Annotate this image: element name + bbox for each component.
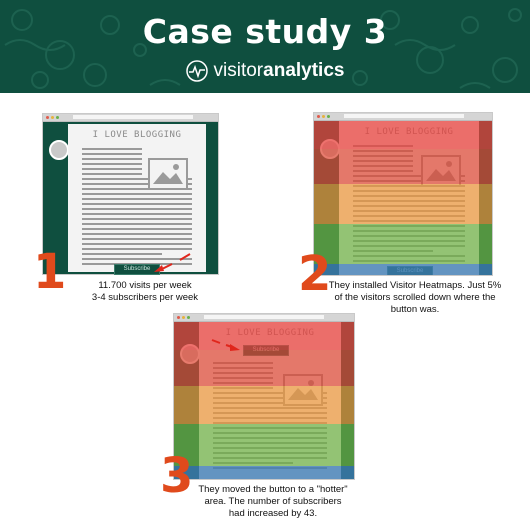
- image-placeholder-icon: [148, 158, 188, 190]
- browser-chrome: [314, 113, 492, 121]
- brand-logo: visitoranalytics: [0, 58, 530, 84]
- step-3-caption: They moved the button to a "hotter" area…: [188, 484, 358, 520]
- blog-page: I LOVE BLOGGING Subscribe: [68, 124, 206, 275]
- caption-line: button was.: [390, 304, 440, 315]
- page-title: Case study 3: [142, 12, 388, 51]
- avatar: [49, 140, 69, 160]
- caption-line: They installed Visitor Heatmaps. Just 5%: [328, 280, 502, 291]
- step-2-caption: They installed Visitor Heatmaps. Just 5%…: [325, 280, 505, 316]
- caption-line: area. The number of subscribers: [204, 496, 342, 507]
- step-1-caption: 11.700 visits per week 3-4 subscribers p…: [60, 280, 230, 304]
- text-lines: [82, 148, 192, 268]
- browser-chrome: [174, 314, 354, 322]
- brand-name-part2: analytics: [263, 60, 345, 81]
- caption-line: had increased by 43.: [228, 508, 318, 519]
- brand-name-part1: visitor: [213, 60, 264, 81]
- caption-line: of the visitors scrolled down where the: [334, 292, 496, 303]
- arrow-icon: [211, 339, 240, 351]
- caption-line: 11.700 visits per week: [98, 280, 192, 291]
- step-number-2: 2: [298, 246, 332, 302]
- arrow-icon: [154, 253, 191, 272]
- visitor-analytics-logo-icon: [185, 60, 208, 82]
- heatmap-overlay: [174, 322, 354, 479]
- blog-title: I LOVE BLOGGING: [92, 130, 182, 140]
- step-number-1: 1: [33, 244, 67, 300]
- step-number-3: 3: [160, 448, 194, 504]
- browser-mockup-1: I LOVE BLOGGING Subscribe: [42, 113, 219, 275]
- header-pattern: [4, 8, 522, 89]
- heatmap-overlay: [314, 121, 492, 275]
- browser-mockup-2: I LOVE BLOGGING Subscribe: [313, 112, 493, 276]
- header-banner: Case study 3 visitoranalytics: [0, 0, 530, 93]
- caption-line: 3-4 subscribers per week: [91, 292, 199, 303]
- browser-mockup-3: I LOVE BLOGGING Subscribe: [173, 313, 355, 480]
- browser-chrome: [43, 114, 218, 122]
- caption-line: They moved the button to a "hotter": [198, 484, 348, 495]
